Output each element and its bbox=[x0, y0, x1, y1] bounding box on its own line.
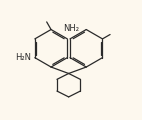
Text: NH₂: NH₂ bbox=[63, 24, 79, 33]
Text: H₂N: H₂N bbox=[15, 53, 31, 62]
